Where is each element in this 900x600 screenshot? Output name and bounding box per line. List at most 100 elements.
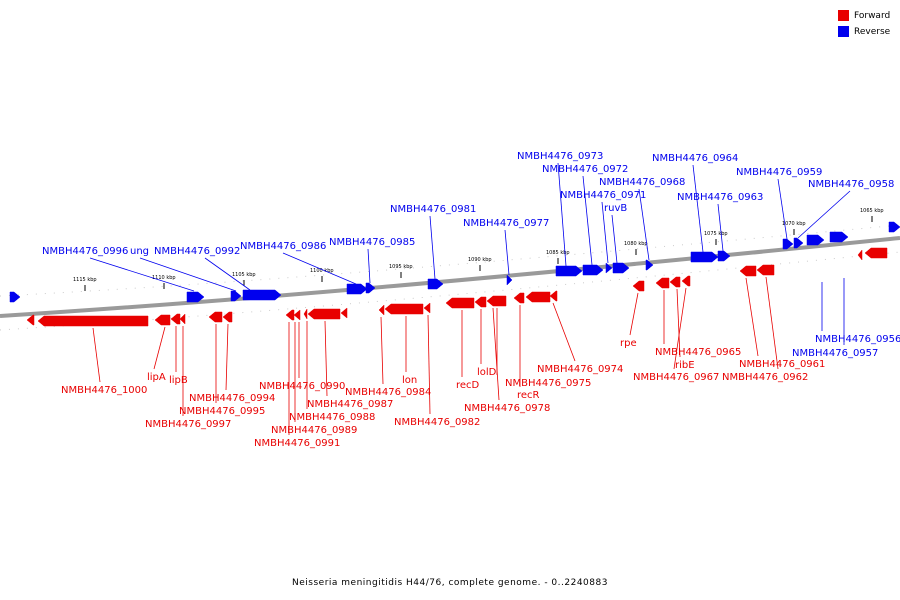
scale-label: 1100 kbp <box>310 268 334 274</box>
gene-arrow <box>179 313 186 325</box>
leader-line <box>582 175 593 266</box>
gene-label-reverse: NMBH4476_0957 <box>792 348 878 359</box>
gene-label-reverse: NMBH4476_0992 <box>154 246 240 257</box>
forward-swatch <box>838 10 849 21</box>
gene-arrow <box>26 314 35 326</box>
leader-line <box>797 190 851 239</box>
gene-arrow <box>806 234 825 246</box>
leader-line <box>324 320 328 397</box>
gene-label-forward: NMBH4476_0995 <box>179 406 265 417</box>
gene-label-forward: NMBH4476_1000 <box>61 385 147 396</box>
leader-line <box>629 292 639 336</box>
gene-arrow <box>756 264 775 276</box>
genome-caption: Neisseria meningitidis H44/76, complete … <box>292 578 608 588</box>
gene-arrow <box>506 274 513 286</box>
gene-layer <box>9 221 900 327</box>
gene-label-forward: NMBH4476_0984 <box>345 387 431 398</box>
gene-label-forward: NMBH4476_0962 <box>722 372 808 383</box>
gene-arrow <box>378 304 385 316</box>
gene-arrow <box>739 265 757 277</box>
gene-arrow <box>645 259 654 271</box>
gene-label-reverse: NMBH4476_0981 <box>390 204 476 215</box>
leader-line <box>367 248 371 284</box>
gene-arrow <box>208 311 223 323</box>
gene-arrow <box>669 276 681 288</box>
gene-label-forward: lolD <box>477 367 497 378</box>
gene-arrow <box>582 264 604 276</box>
gene-arrow <box>365 282 376 294</box>
gene-label-forward: NMBH4476_0987 <box>307 399 393 410</box>
gene-arrow <box>242 289 282 301</box>
leader-line <box>552 302 576 362</box>
scale-label: 1090 kbp <box>468 257 492 263</box>
gene-label-forward: NMBH4476_0974 <box>537 364 623 375</box>
gene-label-reverse: NMBH4476_0986 <box>240 241 326 252</box>
gene-arrow <box>154 314 171 326</box>
leader-line <box>745 277 759 357</box>
scale-label: 1105 kbp <box>232 272 256 278</box>
leader-line <box>765 276 779 370</box>
gene-label-reverse: NMBH4476_0971 <box>560 190 646 201</box>
legend-forward-label: Forward <box>854 10 891 21</box>
gene-label-reverse: NMBH4476_0959 <box>736 167 822 178</box>
scale-label: 1080 kbp <box>624 241 648 247</box>
scale-label: 1085 kbp <box>546 250 570 256</box>
leader-line <box>557 162 567 267</box>
leader-line <box>153 326 166 370</box>
gene-label-forward: ribE <box>675 360 695 371</box>
gene-arrow <box>445 297 475 309</box>
gene-label-forward: lipB <box>169 375 188 386</box>
leader-line <box>429 215 436 280</box>
gene-label-reverse: NMBH4476_0956 <box>815 334 900 345</box>
gene-label-forward: rpe <box>620 338 637 349</box>
gene-label-forward: lon <box>402 375 417 386</box>
legend-forward: Forward <box>838 8 890 23</box>
forward-tick-track <box>0 224 900 297</box>
gene-arrow <box>307 308 341 320</box>
gene-label-reverse: NMBH4476_0985 <box>329 237 415 248</box>
leader-line <box>676 288 681 358</box>
gene-arrow <box>474 296 487 308</box>
gene-label-forward: NMBH4476_0978 <box>464 403 550 414</box>
gene-label-reverse: NMBH4476_0958 <box>808 179 894 190</box>
leader-line <box>282 252 357 285</box>
leader-line <box>692 164 704 253</box>
gene-arrow <box>303 308 308 320</box>
leader-layer <box>89 162 851 435</box>
leader-line <box>611 214 618 264</box>
gene-label-reverse: NMBH4476_0973 <box>517 151 603 162</box>
gene-label-reverse: ruvB <box>604 203 627 214</box>
leader-line <box>601 201 609 264</box>
leader-line <box>380 316 384 385</box>
gene-arrow <box>486 295 507 307</box>
gene-label-forward: NMBH4476_0989 <box>271 425 357 436</box>
leader-line <box>492 307 500 401</box>
leader-line <box>89 257 195 292</box>
legend: Forward Reverse <box>838 8 890 40</box>
gene-label-reverse: NMBH4476_0977 <box>463 218 549 229</box>
leader-line <box>225 323 229 391</box>
gene-arrow <box>346 283 368 295</box>
legend-reverse: Reverse <box>838 24 890 39</box>
scale-label: 1095 kbp <box>389 264 413 270</box>
gene-arrow <box>37 315 149 327</box>
gene-label-forward: NMBH4476_0967 <box>633 372 719 383</box>
gene-arrow <box>427 278 444 290</box>
gene-arrow <box>888 221 900 233</box>
gene-arrow <box>612 262 630 274</box>
leader-line <box>673 287 687 370</box>
gene-label-reverse: NMBH4476_0996 <box>42 246 128 257</box>
gene-label-forward: NMBH4476_0991 <box>254 438 340 449</box>
scale-layer: 1115 kbp 1110 kbp 1105 kbp 1100 kbp 1095 kbp… <box>73 208 884 291</box>
leader-line <box>717 203 724 252</box>
gene-label-forward: NMBH4476_0988 <box>289 412 375 423</box>
gene-arrow <box>782 238 794 250</box>
gene-label-forward: recR <box>517 390 540 401</box>
leader-line <box>92 327 101 383</box>
gene-arrow <box>340 307 348 319</box>
leader-line <box>139 257 237 292</box>
leader-line <box>204 257 251 291</box>
gene-label-reverse: NMBH4476_0964 <box>652 153 738 164</box>
gene-arrow <box>555 265 583 277</box>
